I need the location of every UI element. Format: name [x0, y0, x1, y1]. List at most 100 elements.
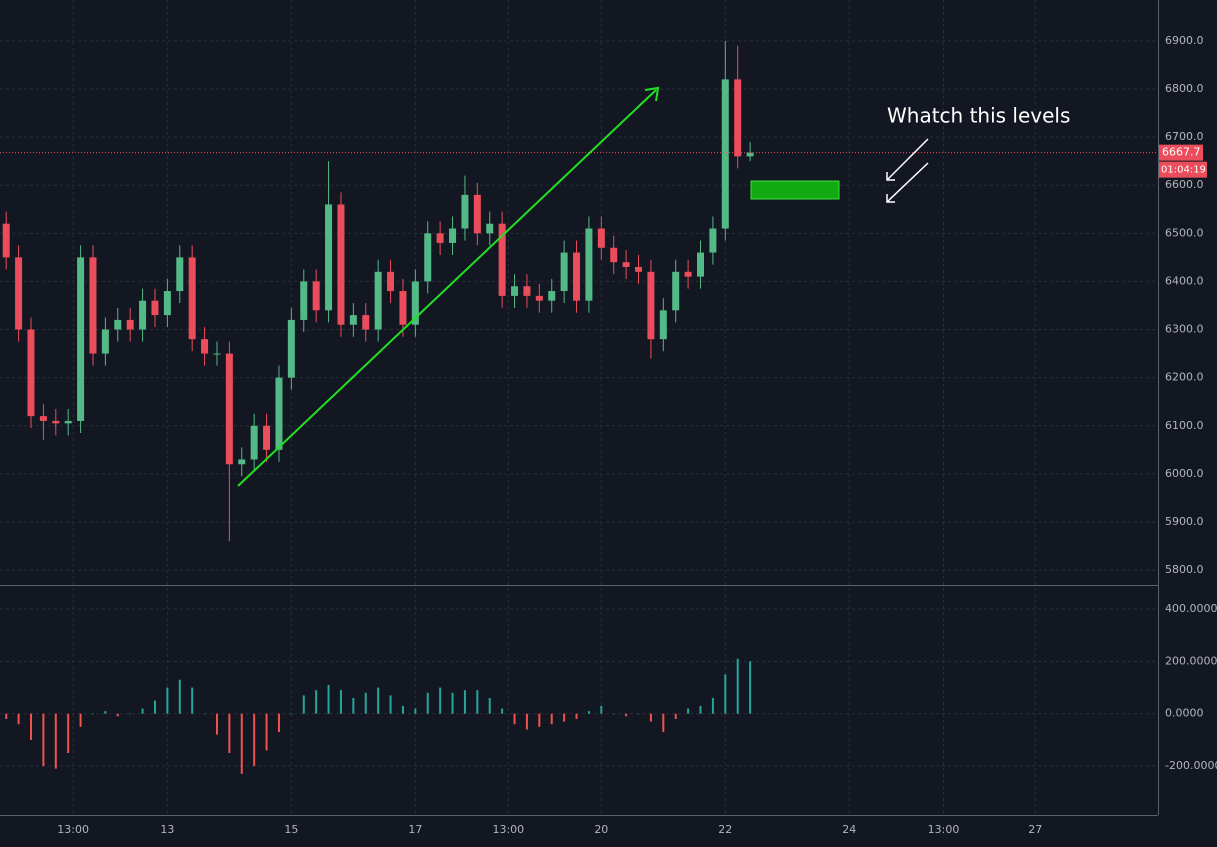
histogram-bar	[253, 713, 256, 767]
y-tick-label: 6900.0	[1165, 34, 1204, 47]
candle-body	[610, 247, 618, 263]
histogram-bar	[389, 695, 392, 714]
x-tick-label: 13:00	[928, 823, 960, 836]
histogram-bar	[451, 692, 454, 714]
y-tick-label: 6500.0	[1165, 226, 1204, 239]
candle-body	[250, 425, 258, 460]
marks	[0, 40, 1158, 774]
countdown-tag	[1159, 161, 1207, 178]
y-tick-label: -200.0000	[1165, 759, 1217, 772]
candle-body	[523, 286, 531, 296]
histogram-bar	[612, 713, 615, 715]
last-price-label: 6667.7	[1162, 146, 1201, 159]
histogram-bar	[141, 708, 144, 714]
histogram-bar	[42, 713, 45, 767]
last-price-tag	[1159, 144, 1203, 161]
candle-body	[101, 329, 109, 354]
histogram-bar	[203, 713, 206, 715]
histogram-bar	[749, 661, 752, 714]
histogram-bar	[377, 687, 380, 714]
candle-body	[300, 281, 308, 320]
histogram-bar	[315, 690, 318, 714]
histogram-bar	[625, 713, 628, 717]
candle-body	[659, 310, 667, 340]
histogram-bar	[191, 687, 194, 714]
histogram-bar	[662, 713, 665, 733]
histogram-bar	[129, 713, 132, 715]
x-tick-label: 20	[594, 823, 608, 836]
candle-body	[52, 420, 60, 424]
candle-body	[2, 223, 10, 258]
candle-body	[114, 319, 122, 330]
histogram-bar	[116, 713, 119, 717]
histogram-bar	[649, 713, 652, 722]
candle-body	[225, 353, 233, 465]
x-tick-label: 17	[408, 823, 422, 836]
y-tick-label: 5900.0	[1165, 515, 1204, 528]
histogram-bar	[476, 690, 479, 714]
candle-body	[64, 420, 72, 424]
axes: 13:00 13 15 17 13:00 20 22 24 13:00 27 5800.0 5900.…	[57, 34, 1217, 836]
level-box	[750, 180, 840, 200]
x-tick-label: 22	[718, 823, 732, 836]
histogram-bar	[426, 692, 429, 714]
candle-body	[573, 252, 581, 301]
candle-body	[411, 281, 419, 325]
candle-body	[287, 319, 295, 378]
countdown-label: 01:04:19	[1161, 165, 1206, 176]
histogram-bar	[215, 713, 218, 735]
x-tick-label: 13:00	[57, 823, 89, 836]
y-tick-label: 6600.0	[1165, 178, 1204, 191]
candle-body	[325, 204, 333, 311]
candle-body	[362, 315, 370, 330]
candle-body	[349, 315, 357, 325]
candle-body	[734, 79, 742, 157]
histogram-bar	[5, 713, 8, 719]
candle-body	[151, 300, 159, 316]
candle-body	[684, 271, 692, 277]
histogram-bar	[637, 713, 640, 715]
candle-body	[89, 257, 97, 354]
candle-body	[126, 319, 134, 330]
histogram-bar	[302, 695, 305, 714]
histogram-bar	[240, 713, 243, 774]
histogram-bar	[364, 692, 367, 714]
histogram-bar	[401, 705, 404, 714]
candle-body	[163, 291, 171, 316]
histogram-bar	[327, 684, 330, 714]
x-tick-label: 15	[284, 823, 298, 836]
candle-body	[548, 291, 556, 301]
candle-body	[374, 271, 382, 330]
candle-body	[635, 267, 643, 272]
y-tick-label: 6800.0	[1165, 82, 1204, 95]
y-tick-label: 5800.0	[1165, 563, 1204, 576]
candle-body	[697, 252, 705, 277]
histogram-bar	[687, 708, 690, 714]
candle-body	[585, 228, 593, 301]
candle-body	[721, 79, 729, 229]
y-tick-label: 6200.0	[1165, 371, 1204, 384]
y-tick-label: 6700.0	[1165, 130, 1204, 143]
candle-body	[399, 291, 407, 325]
histogram-bar	[587, 711, 590, 714]
y-tick-label: 400.0000	[1165, 602, 1217, 615]
candle-body	[535, 295, 543, 301]
histogram-bar	[513, 713, 516, 725]
candle-body	[188, 257, 196, 340]
candle-body	[498, 223, 506, 296]
histogram-bar	[290, 713, 293, 715]
candle-body	[424, 233, 432, 282]
y-tick-label: 6000.0	[1165, 467, 1204, 480]
candle-body	[473, 194, 481, 234]
y-tick-label: 6100.0	[1165, 419, 1204, 432]
candle-body	[312, 281, 320, 311]
candle-body	[139, 300, 147, 330]
histogram-bar	[339, 690, 342, 714]
y-tick-label: 6300.0	[1165, 323, 1204, 336]
candle-body	[486, 223, 494, 234]
candle-body	[436, 233, 444, 243]
histogram-bar	[736, 658, 739, 714]
candle-body	[511, 286, 519, 296]
